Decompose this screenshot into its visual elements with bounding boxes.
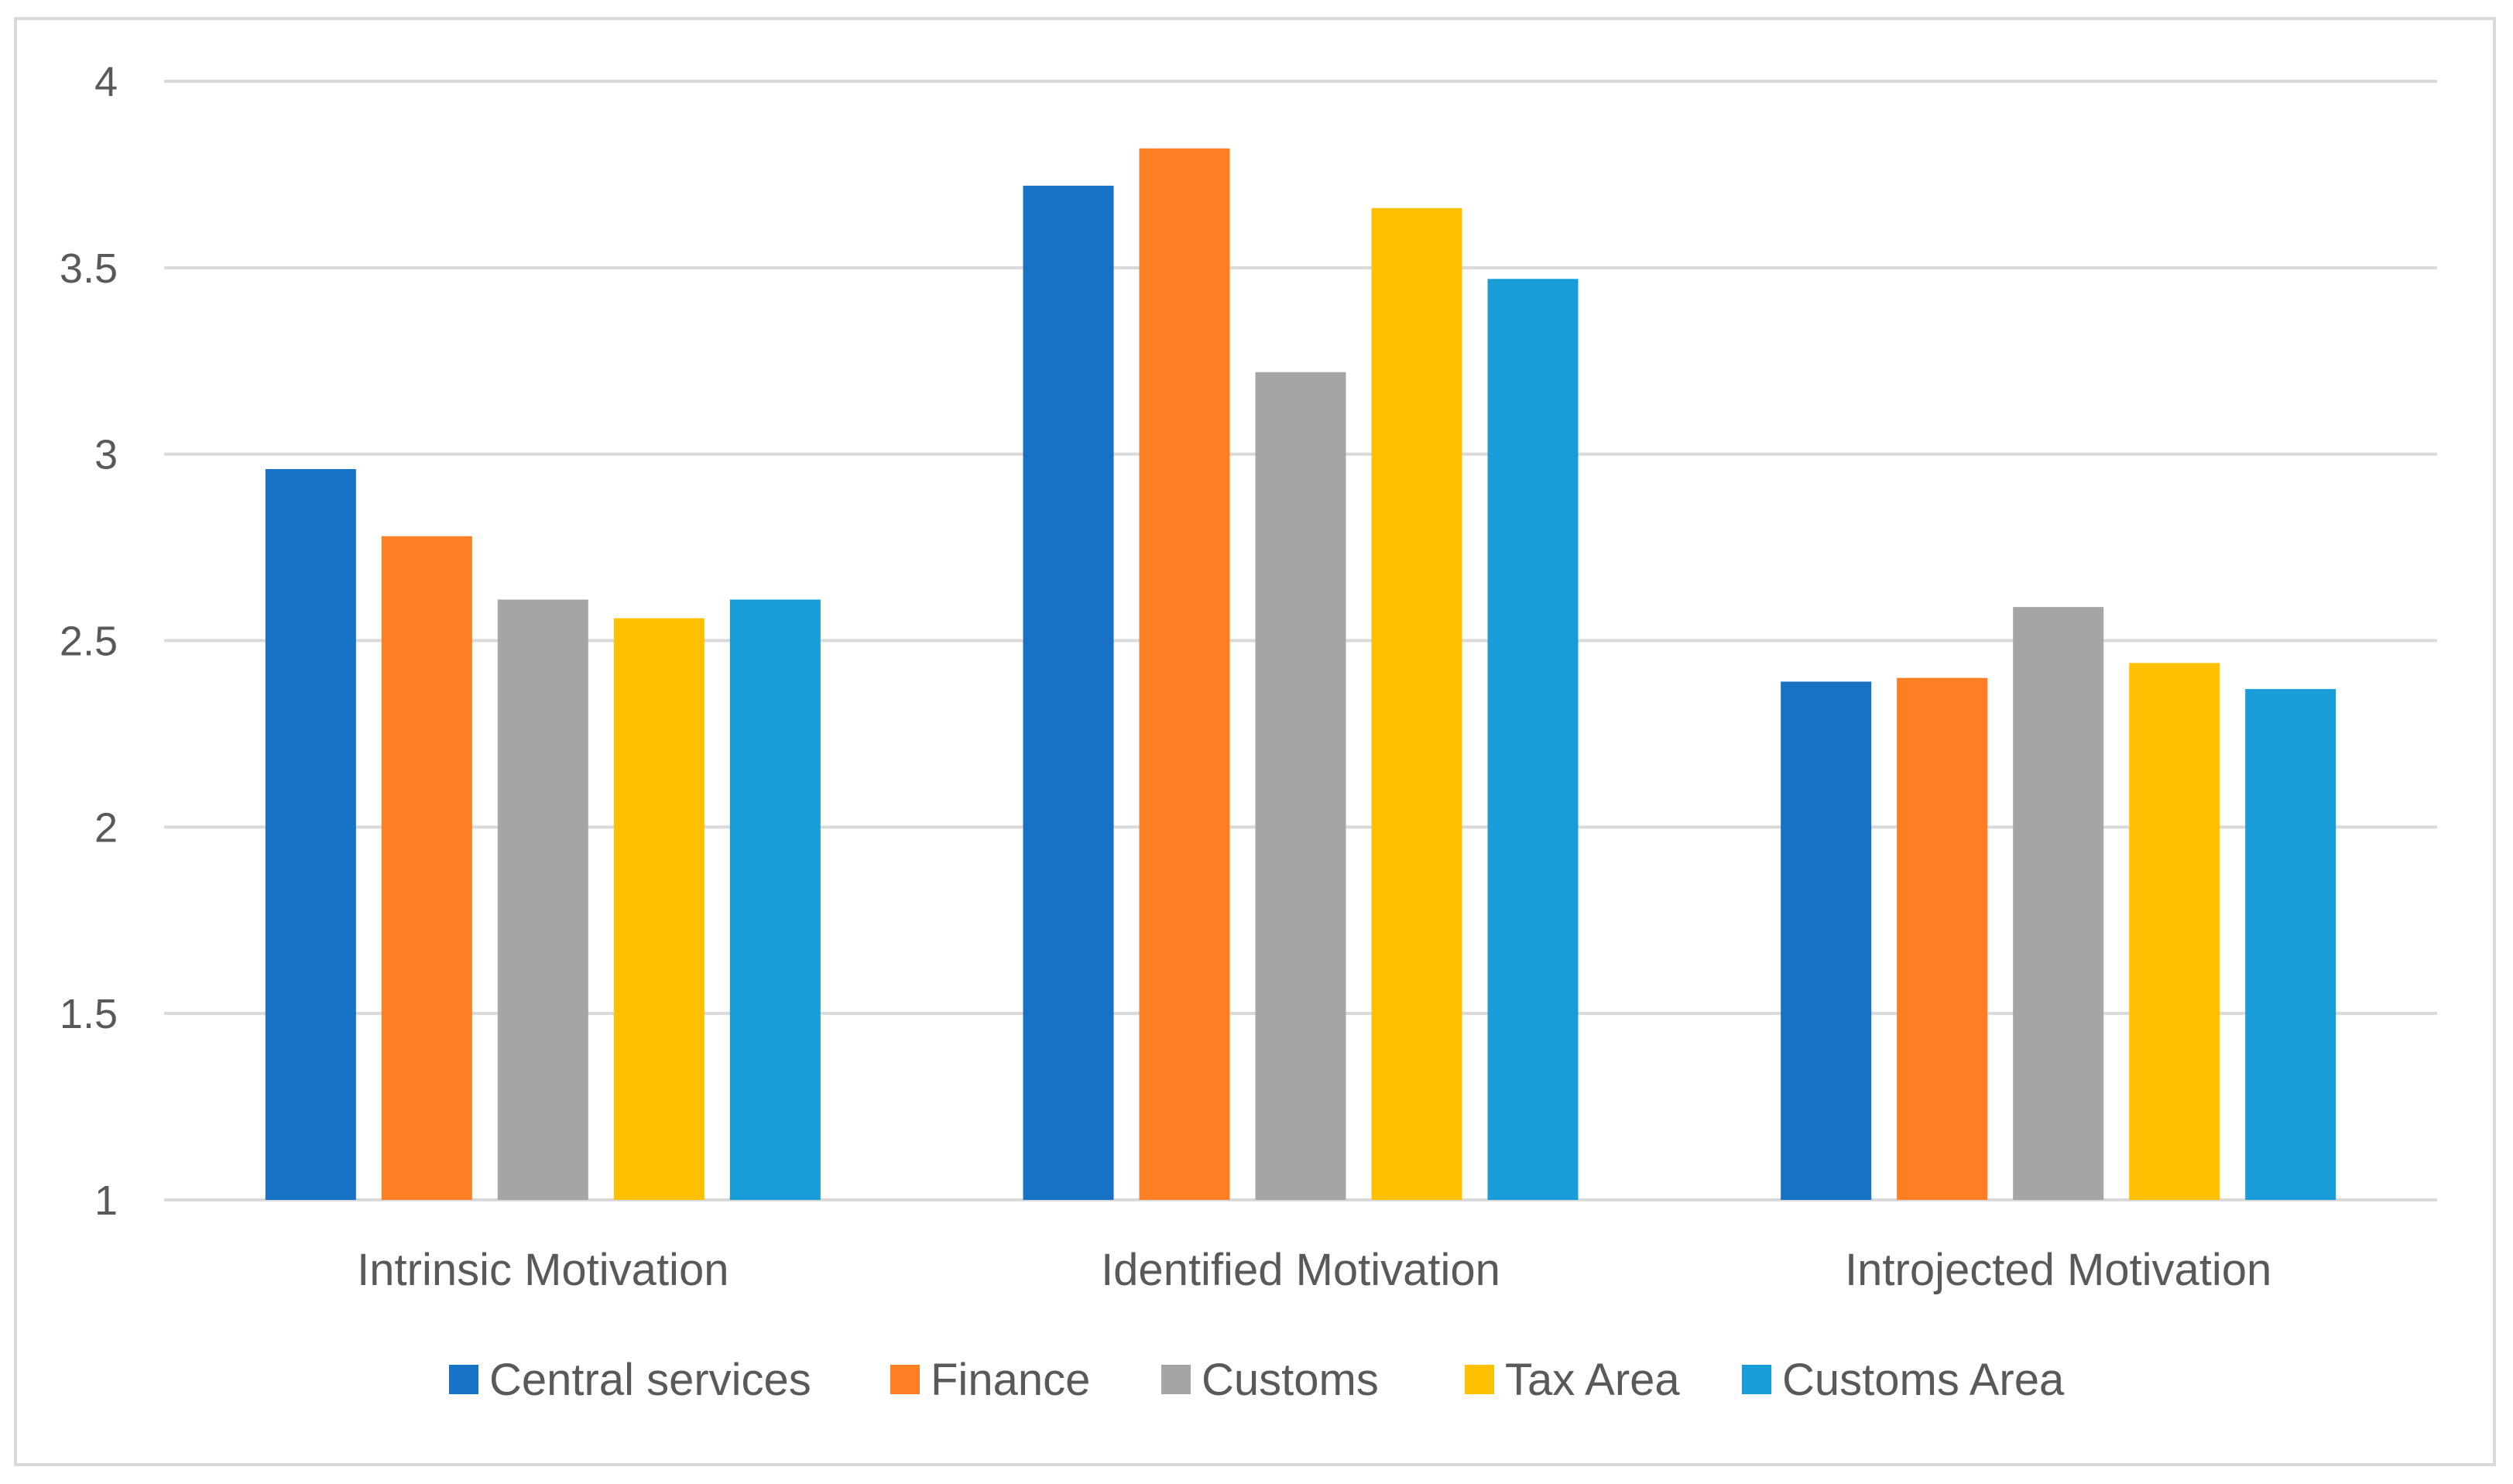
y-axis-tick-labels: 1 1.5 2 2.5 3 3.5 4 bbox=[60, 59, 118, 1224]
bar bbox=[1023, 185, 1114, 1200]
legend-swatch bbox=[449, 1365, 478, 1394]
legend-label: Central services bbox=[489, 1355, 811, 1405]
legend-swatch bbox=[890, 1365, 920, 1394]
legend-label: Finance bbox=[931, 1355, 1090, 1405]
bar bbox=[2129, 663, 2220, 1200]
bar bbox=[497, 599, 588, 1200]
bar bbox=[613, 618, 705, 1200]
bar bbox=[265, 468, 356, 1200]
bar bbox=[1255, 372, 1346, 1201]
legend-swatch bbox=[1161, 1365, 1191, 1394]
y-tick-label: 4 bbox=[94, 59, 118, 105]
y-tick-label: 3.5 bbox=[60, 245, 118, 292]
bar bbox=[381, 536, 472, 1200]
legend-swatch bbox=[1742, 1365, 1771, 1394]
bar bbox=[729, 599, 821, 1200]
legend: Central services Finance Customs Tax Area Cu… bbox=[449, 1355, 2065, 1405]
bar bbox=[1781, 681, 1872, 1200]
bars bbox=[265, 148, 2336, 1201]
y-tick-label: 3 bbox=[94, 432, 118, 478]
x-category-label: Identified Motivation bbox=[1101, 1245, 1500, 1295]
bar bbox=[1371, 207, 1462, 1201]
x-axis-category-labels: Intrinsic Motivation Identified Motivatio… bbox=[357, 1245, 2271, 1295]
x-category-label: Introjected Motivation bbox=[1845, 1245, 2271, 1295]
bar bbox=[1487, 279, 1579, 1200]
y-tick-label: 1 bbox=[94, 1177, 118, 1224]
y-tick-label: 2 bbox=[94, 804, 118, 851]
legend-label: Customs bbox=[1202, 1355, 1379, 1405]
y-tick-label: 1.5 bbox=[60, 991, 118, 1037]
bar bbox=[2245, 689, 2336, 1200]
x-category-label: Intrinsic Motivation bbox=[357, 1245, 729, 1295]
bar bbox=[1897, 677, 1988, 1200]
bar bbox=[1139, 148, 1230, 1201]
y-tick-label: 2.5 bbox=[60, 619, 118, 665]
legend-label: Customs Area bbox=[1782, 1355, 2065, 1405]
legend-swatch bbox=[1465, 1365, 1494, 1394]
legend-label: Tax Area bbox=[1505, 1355, 1680, 1405]
bar bbox=[2013, 607, 2104, 1200]
